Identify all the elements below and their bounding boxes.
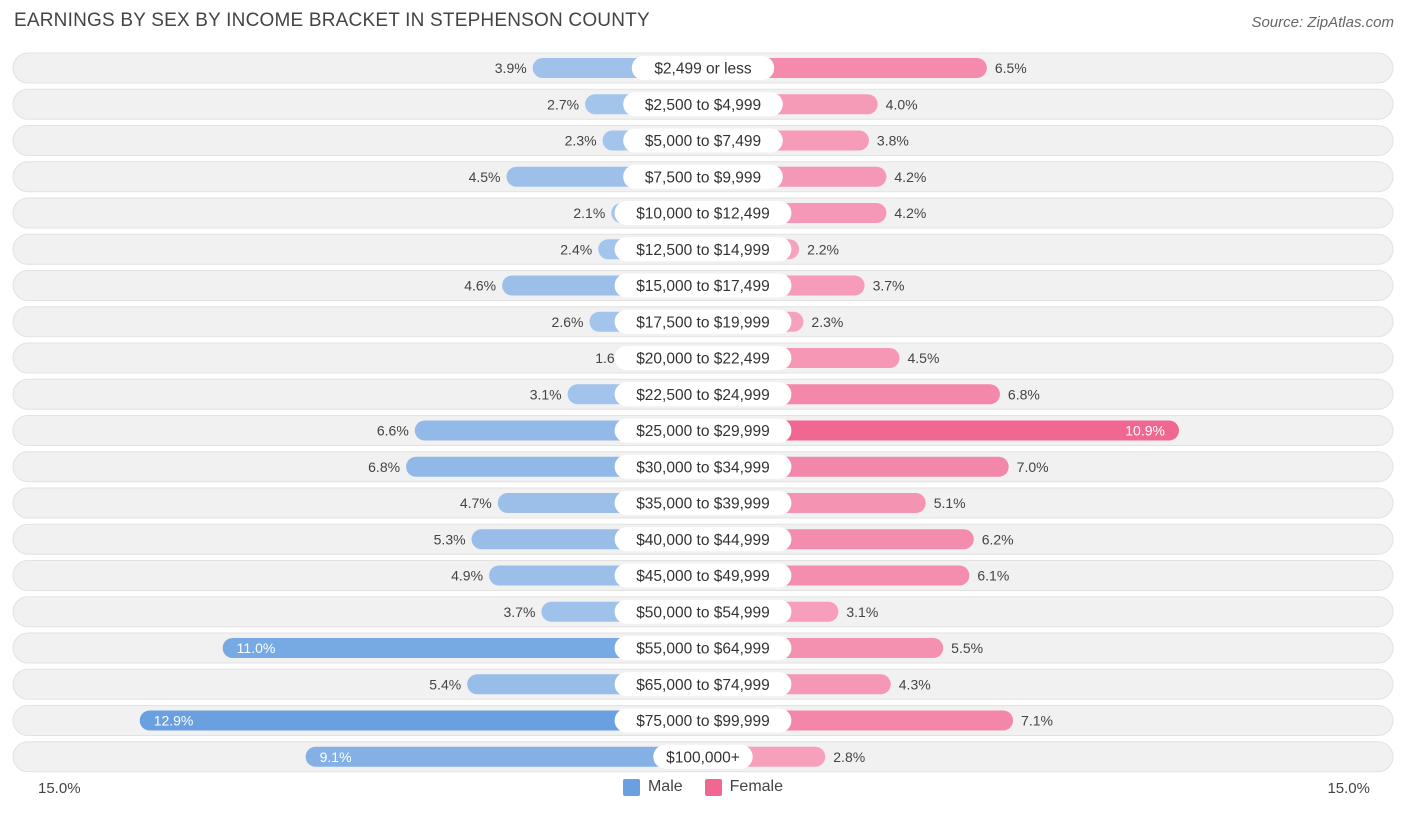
female-value-label: 4.0% [886,96,918,112]
category-pill [614,454,792,479]
female-value-label: 2.2% [807,241,839,257]
axis-left-label: 15.0% [38,780,81,797]
category-pill [614,382,792,407]
male-value-label: 5.3% [434,531,466,547]
category-pill [614,201,792,225]
female-value-label: 10.9% [1125,423,1165,439]
category-label: $2,499 or less [654,61,752,78]
female-value-label: 3.8% [877,133,909,149]
male-value-label: 4.5% [469,169,501,185]
legend-male-label: Male [647,778,683,795]
category-pill [631,56,775,80]
category-label: $30,000 to $34,999 [636,459,770,476]
category-pill [623,92,783,117]
female-value-label: 2.8% [833,749,865,765]
category-pill [653,744,753,769]
category-label: $75,000 to $99,999 [636,713,770,730]
male-value-label: 2.4% [560,241,592,257]
female-value-label: 6.2% [982,531,1014,547]
category-pill [614,418,792,443]
axis-right-label: 15.0% [1327,780,1370,797]
female-value-label: 7.0% [1017,459,1049,475]
category-pill [614,346,792,370]
category-pill [614,636,792,660]
category-pill [614,599,792,624]
male-value-label: 5.4% [429,676,461,692]
category-label: $15,000 to $17,499 [636,278,770,295]
category-pill [623,164,783,189]
female-value-label: 2.3% [811,314,843,330]
male-value-label: 6.8% [368,459,400,475]
female-value-label: 4.3% [899,676,931,692]
category-label: $45,000 to $49,999 [636,568,770,585]
category-label: $25,000 to $29,999 [636,423,770,440]
male-value-label: 3.7% [504,604,536,620]
female-value-label: 6.1% [977,568,1009,584]
category-pill [614,708,792,733]
category-pill [614,491,792,515]
category-pill [614,237,792,262]
male-value-label: 3.1% [530,386,562,402]
category-pill [623,128,783,153]
female-value-label: 6.5% [995,60,1027,76]
legend-female-swatch [704,778,722,796]
male-value-label: 11.0% [237,640,276,656]
female-value-label: 7.1% [1021,713,1053,729]
male-value-label: 12.9% [154,713,194,729]
category-label: $12,500 to $14,999 [636,242,770,259]
male-value-label: 6.6% [377,423,409,439]
male-value-label: 2.7% [547,96,579,112]
female-value-label: 4.2% [894,205,926,221]
female-value-label: 5.1% [934,495,966,511]
male-value-label: 4.9% [451,568,483,584]
female-value-label: 5.5% [951,640,983,656]
category-label: $20,000 to $22,499 [636,351,770,368]
category-pill [614,309,792,334]
category-label: $22,500 to $24,999 [636,387,770,404]
legend-male-swatch [622,778,640,796]
category-pill [614,273,792,298]
category-label: $7,500 to $9,999 [645,169,761,186]
male-value-label: 4.6% [464,278,496,294]
category-label: $50,000 to $54,999 [636,604,770,621]
category-pill [614,672,792,697]
female-value-label: 4.2% [894,169,926,185]
legend: Male Female [0,778,1406,796]
female-value-label: 4.5% [908,350,940,366]
category-label: $40,000 to $44,999 [636,532,770,549]
male-bar [139,710,703,731]
male-value-label: 4.7% [460,495,492,511]
category-label: $17,500 to $19,999 [636,314,770,331]
category-pill [614,563,792,588]
category-label: $55,000 to $64,999 [636,641,770,658]
female-bar [703,420,1179,441]
legend-item-female[interactable]: Female [704,778,784,796]
male-value-label: 2.3% [565,133,597,149]
male-bar [222,638,703,658]
male-value-label: 2.6% [552,314,584,330]
category-label: $2,500 to $4,999 [645,97,761,114]
male-value-label: 2.1% [573,205,605,221]
male-bar [305,746,703,767]
female-bar [703,58,987,78]
female-value-label: 3.7% [873,278,905,294]
female-value-label: 3.1% [846,604,878,620]
male-value-label: 9.1% [320,749,352,765]
category-label: $65,000 to $74,999 [636,677,770,694]
chart-title: EARNINGS BY SEX BY INCOME BRACKET IN STE… [14,10,650,31]
category-pill [614,527,792,552]
female-value-label: 6.8% [1008,386,1040,402]
legend-female-label: Female [729,778,784,795]
category-label: $5,000 to $7,499 [645,133,761,150]
source-credit: Source: ZipAtlas.com [1251,14,1394,31]
category-label: $10,000 to $12,499 [636,206,770,223]
category-label: $100,000+ [666,749,740,766]
male-value-label: 3.9% [495,60,527,76]
category-label: $35,000 to $39,999 [636,496,770,513]
legend-item-male[interactable]: Male [622,778,683,796]
